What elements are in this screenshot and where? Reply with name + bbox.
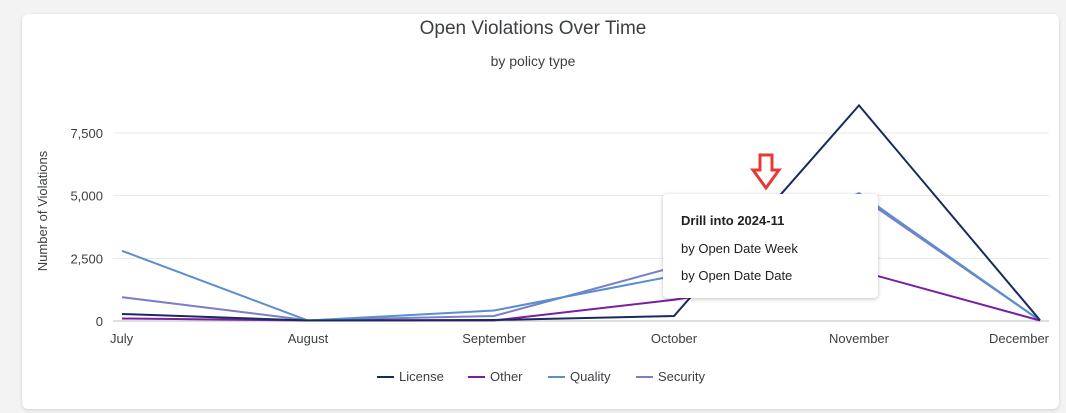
series-line-quality[interactable] [121, 192, 1041, 322]
legend-label-license[interactable]: License [399, 369, 444, 384]
x-tick-label: July [110, 331, 134, 346]
series-line-security[interactable] [121, 194, 1041, 322]
tooltip-option-week[interactable]: by Open Date Week [681, 241, 798, 256]
chart-title: Open Violations Over Time [419, 18, 647, 39]
x-tick-label: December [989, 331, 1050, 346]
series-line-license[interactable] [121, 103, 1041, 322]
tooltip-title[interactable]: Drill into 2024-11 [681, 213, 785, 228]
chart-subtitle: by policy type [490, 53, 576, 69]
drill-tooltip[interactable]: Drill into 2024-11 by Open Date Week by … [663, 194, 878, 298]
y-tick-label: 5,000 [70, 189, 103, 204]
legend-label-quality[interactable]: Quality [570, 369, 611, 384]
x-tick-label: October [651, 331, 698, 346]
y-axis-label: Number of Violations [35, 150, 50, 271]
y-tick-label: 7,500 [70, 126, 103, 141]
legend-label-security[interactable]: Security [658, 369, 705, 384]
x-tick-label: November [829, 331, 890, 346]
tooltip-option-date[interactable]: by Open Date Date [681, 268, 793, 283]
down-arrow-icon [750, 153, 782, 191]
x-tick-label: August [288, 331, 329, 346]
y-tick-label: 2,500 [70, 251, 103, 266]
series-line-other[interactable] [121, 269, 1041, 322]
y-tick-label: 0 [96, 314, 103, 329]
legend-label-other[interactable]: Other [490, 369, 523, 384]
x-tick-label: September [462, 331, 526, 346]
